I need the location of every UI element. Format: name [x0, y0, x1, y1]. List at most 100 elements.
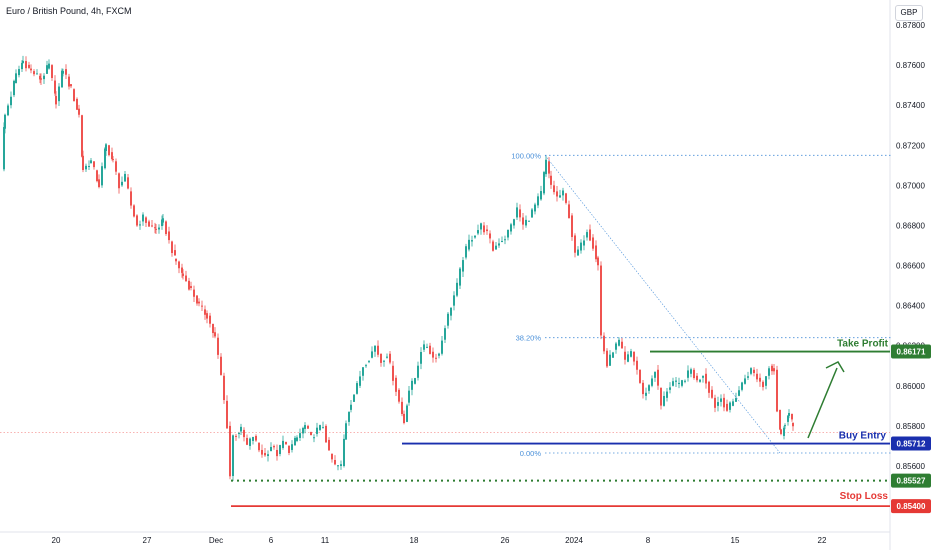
x-tick-label: Dec: [209, 536, 223, 545]
candle-body: [158, 227, 160, 230]
candle-body: [73, 89, 75, 102]
candle-body: [531, 209, 533, 218]
price-badge: [891, 436, 931, 451]
candle-body: [223, 375, 225, 401]
y-tick-label: 0.87400: [896, 101, 925, 110]
price-badge: [891, 344, 931, 359]
candle-body: [513, 219, 515, 226]
fib-level-label: 0.00%: [520, 449, 542, 458]
candle-body: [615, 343, 617, 350]
candle-body: [759, 377, 761, 382]
candle-body: [783, 427, 785, 436]
candle-body: [553, 185, 555, 193]
x-tick-label: 6: [269, 536, 274, 545]
candle-body: [273, 445, 275, 448]
take-profit-label: Take Profit: [837, 339, 889, 350]
candle-body: [672, 381, 674, 386]
candle-body: [206, 313, 208, 319]
fib-level-label: 38.20%: [516, 334, 542, 343]
candle-body: [380, 353, 382, 363]
candle-body: [603, 335, 605, 352]
candle-body: [784, 425, 786, 427]
candle-body: [510, 224, 512, 232]
candle-body: [181, 267, 183, 273]
candle-body: [621, 341, 623, 349]
candle-body: [630, 351, 632, 357]
candle-body: [779, 409, 781, 430]
candle-body: [495, 245, 497, 250]
candle-body: [185, 275, 187, 282]
candle-body: [28, 64, 30, 68]
candle-body: [377, 345, 379, 355]
price-badge-value: 0.85712: [897, 440, 926, 449]
x-tick-label: 27: [143, 536, 152, 545]
candle-body: [765, 376, 767, 386]
candle-body: [154, 227, 156, 229]
candle-body: [747, 376, 749, 378]
candle-body: [48, 63, 50, 69]
candle-body: [22, 60, 24, 64]
candle-body: [456, 282, 458, 296]
x-tick-label: 18: [410, 536, 419, 545]
candle-body: [406, 405, 408, 422]
candle-body: [46, 65, 48, 74]
candle-body: [711, 389, 713, 398]
candle-body: [258, 442, 260, 451]
candle-body: [249, 438, 251, 446]
candle-body: [726, 403, 728, 411]
candle-body: [519, 209, 521, 218]
candle-body: [288, 445, 290, 453]
candle-body: [313, 437, 315, 439]
candle-body: [592, 237, 594, 249]
candle-body: [702, 376, 704, 378]
candle-body: [492, 241, 494, 251]
target-arrow-head: [825, 361, 845, 373]
candle-body: [444, 328, 446, 340]
candle-body: [90, 160, 92, 164]
candle-body: [771, 365, 773, 372]
candle-body: [489, 233, 491, 239]
candle-body: [307, 425, 309, 429]
candle-body: [468, 239, 470, 250]
candle-body: [580, 242, 582, 251]
candle-body: [316, 427, 318, 434]
currency-badge[interactable]: GBP: [895, 5, 923, 21]
candle-body: [705, 373, 707, 384]
candle-body: [61, 70, 63, 88]
candle-body: [340, 464, 342, 466]
candle-body: [98, 179, 100, 188]
candle-body: [483, 225, 485, 233]
y-tick-label: 0.87600: [896, 61, 925, 70]
candle-body: [261, 449, 263, 455]
candle-body: [645, 392, 647, 396]
y-tick-label: 0.86400: [896, 302, 925, 311]
candle-body: [226, 400, 228, 429]
candle-body: [188, 280, 190, 290]
candle-body: [348, 412, 350, 422]
candle-body: [304, 425, 306, 429]
candle-body: [171, 241, 173, 254]
candle-body: [182, 273, 184, 276]
candle-body: [174, 250, 176, 256]
candle-body: [600, 265, 602, 336]
candle-body: [81, 115, 83, 157]
candle-body: [624, 351, 626, 360]
candle-body: [723, 397, 725, 408]
candle-body: [36, 73, 38, 75]
candle-body: [606, 350, 608, 367]
candle-body: [93, 161, 95, 168]
candle-body: [155, 228, 157, 230]
candle-body: [4, 114, 6, 129]
candle-body: [696, 375, 698, 381]
candle-body: [168, 231, 170, 241]
candle-body: [426, 346, 428, 348]
candle-body: [780, 429, 782, 434]
candle-body: [252, 436, 254, 441]
candle-body: [744, 378, 746, 384]
candle-body: [708, 381, 710, 393]
candle-body: [345, 423, 347, 440]
candle-body: [693, 369, 695, 379]
candle-body: [302, 427, 304, 434]
